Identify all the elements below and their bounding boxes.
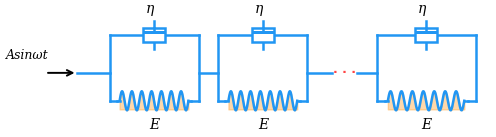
- Text: Asinωt: Asinωt: [5, 49, 48, 62]
- Text: E: E: [149, 118, 159, 132]
- Text: η: η: [418, 2, 426, 16]
- Text: η: η: [254, 2, 263, 16]
- Bar: [143, 28, 165, 42]
- Text: E: E: [258, 118, 268, 132]
- Bar: [251, 28, 274, 42]
- Text: · · ·: · · ·: [333, 66, 356, 79]
- Text: E: E: [421, 118, 431, 132]
- Bar: [415, 28, 437, 42]
- Text: η: η: [146, 2, 154, 16]
